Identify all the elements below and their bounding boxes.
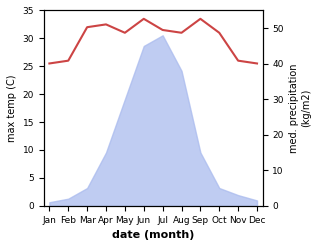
- Y-axis label: med. precipitation
(kg/m2): med. precipitation (kg/m2): [289, 63, 311, 153]
- X-axis label: date (month): date (month): [112, 230, 194, 240]
- Y-axis label: max temp (C): max temp (C): [7, 74, 17, 142]
